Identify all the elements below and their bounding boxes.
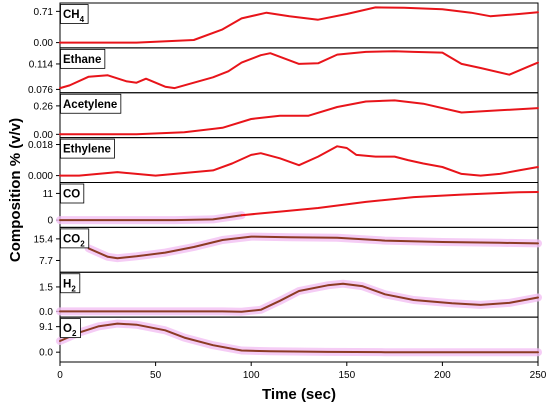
panel-co: 11 0 CO	[43, 182, 539, 228]
series-band	[56, 319, 542, 357]
y-tick-label: 1.5	[39, 282, 53, 293]
series-line	[59, 6, 539, 44]
series-line	[59, 145, 539, 177]
panel-label: Ethane	[60, 48, 106, 69]
panel-frame	[59, 2, 539, 49]
panel-frame	[59, 137, 539, 183]
panel-label: O2	[60, 318, 81, 339]
panel-label: H2	[60, 273, 81, 294]
panel-label-box	[60, 138, 115, 159]
panel-ch4: 0.71 0.00 CH4	[34, 2, 539, 49]
y-tick-label: 9.1	[39, 322, 53, 333]
panel-label-subscript: 4	[80, 15, 85, 24]
series-band	[84, 232, 542, 263]
x-tick-label: 200	[434, 370, 451, 381]
x-tick-label: 0	[57, 370, 63, 381]
y-tick-label: 0.00	[34, 38, 54, 49]
y-tick-label: 0.26	[34, 101, 54, 112]
panel-label-box	[60, 93, 122, 114]
series-line	[87, 235, 539, 260]
panel-label-name: CH4	[63, 9, 85, 24]
panel-label-subscript: 2	[80, 239, 85, 248]
panel-ethane: 0.114 0.076 Ethane	[28, 47, 539, 96]
panel-label: CO	[60, 183, 85, 204]
x-tick-label: 50	[150, 370, 162, 381]
y-tick-label: 0.076	[28, 85, 53, 96]
panel-h2: 1.5 0.0 H2	[39, 271, 542, 318]
panel-label-name: CO	[63, 189, 80, 201]
series-line	[59, 50, 539, 90]
panel-label-box	[60, 183, 85, 204]
y-tick-label: 0.0	[39, 307, 53, 318]
panel-label-box	[60, 48, 106, 69]
panel-label: CO2	[60, 228, 90, 249]
y-tick-label: 0.018	[28, 140, 53, 151]
y-tick-label: 11	[43, 189, 54, 200]
series-band	[56, 279, 542, 316]
panel-label-subscript: 2	[72, 329, 77, 338]
y-tick-label: 15.4	[34, 234, 54, 245]
y-tick-label: 0	[47, 216, 53, 227]
x-tick-label: 100	[243, 370, 260, 381]
x-tick-label: 250	[530, 370, 547, 381]
y-tick-label: 7.7	[39, 256, 53, 267]
x-tick-label: 150	[338, 370, 355, 381]
panel-label: Acetylene	[60, 93, 122, 114]
y-tick-label: 0.000	[28, 171, 53, 182]
panel-label-subscript: 2	[71, 284, 76, 293]
series-line	[59, 282, 539, 313]
panel-co2: 15.4 7.7 CO2	[34, 226, 542, 273]
panel-label-box	[60, 4, 89, 24]
y-tick-label: 0.0	[39, 348, 53, 359]
panel-o2: 9.1 0.0 O2	[39, 316, 542, 363]
panel-label-box	[60, 273, 81, 294]
series-line	[240, 191, 539, 217]
series-line	[59, 99, 539, 136]
panel-label-name: CO2	[63, 233, 85, 248]
x-axis-label: Time (sec)	[262, 386, 336, 403]
panel-label-box	[60, 228, 90, 249]
panel-label-name: Acetylene	[63, 99, 117, 111]
y-tick-label: 0.00	[34, 130, 54, 141]
y-tick-label: 0.71	[34, 7, 54, 18]
panel-acetylene: 0.26 0.00 Acetylene	[34, 92, 539, 141]
y-axis-label: Composition % (v/v)	[7, 117, 24, 263]
panel-frame	[59, 47, 539, 94]
panel-ethylene: 0.018 0.000 Ethylene	[28, 137, 539, 183]
panel-label: Ethylene	[60, 138, 115, 159]
series-line	[59, 214, 243, 222]
panel-label-name: Ethane	[63, 54, 101, 66]
series-line	[59, 322, 539, 354]
panel-label-box	[60, 318, 81, 339]
panel-label-name: Ethylene	[63, 144, 111, 156]
panel-label: CH4	[60, 4, 89, 24]
y-tick-label: 0.114	[29, 59, 54, 70]
